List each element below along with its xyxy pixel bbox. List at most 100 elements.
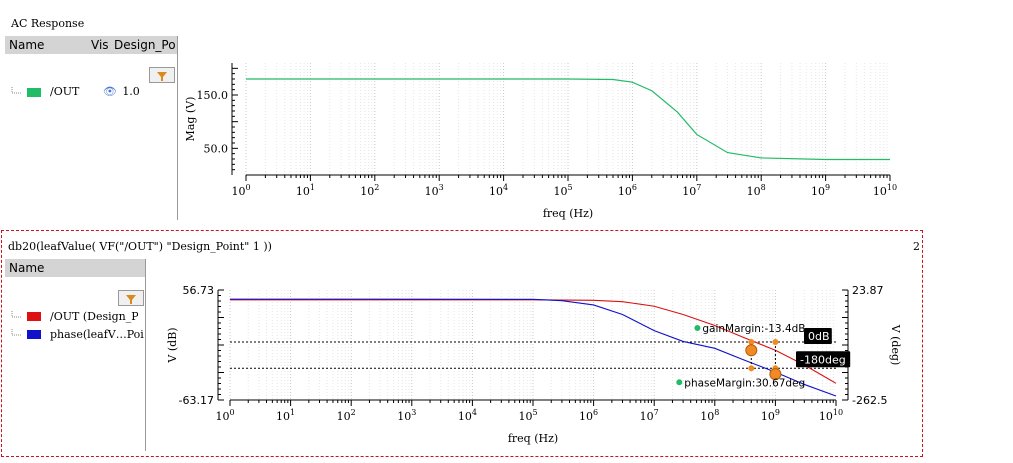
x-axis-label: freq (Hz)	[508, 432, 558, 445]
series-swatch	[26, 329, 41, 339]
design-point-value: 1.0	[122, 85, 140, 98]
marker-end	[748, 365, 755, 372]
x-tick-exponent: 6	[593, 408, 598, 417]
tree-connector	[11, 311, 21, 318]
x-tick-label: 101	[276, 408, 295, 423]
x-tick-exponent: 8	[761, 183, 766, 192]
panel-number: 2	[913, 240, 920, 253]
x-tick-exponent: 1	[310, 183, 315, 192]
filter-icon	[157, 72, 167, 81]
x-tick-label: 106	[579, 408, 598, 423]
x-tick-label: 104	[458, 408, 477, 423]
x-tick-exponent: 4	[472, 408, 477, 417]
phase-margin-marker	[745, 344, 758, 357]
series-line	[246, 78, 890, 161]
gain-margin-label: gainMargin:-13.4dB	[702, 323, 805, 335]
bottom-panel-frame	[1, 230, 923, 457]
x-tick-exponent: 0	[229, 408, 234, 417]
x-tick-label: 101	[296, 183, 315, 198]
x-tick-exponent: 5	[567, 183, 572, 192]
x-tick-exponent: 9	[775, 408, 780, 417]
eye-icon[interactable]: 👁	[102, 85, 117, 98]
gain-margin-marker	[769, 368, 782, 381]
y-tick-label: -63.17	[179, 394, 214, 407]
x-tick-exponent: 2	[374, 183, 379, 192]
x-tick-label: 105	[553, 183, 572, 198]
bottom-legend-row-phase[interactable]: phase(leafV…Poi	[11, 327, 150, 341]
marker-end	[748, 339, 755, 346]
ref-label-180deg: -180deg	[800, 353, 846, 366]
series-line	[230, 299, 837, 384]
x-axis-label: freq (Hz)	[543, 207, 593, 220]
bottom-divider	[145, 259, 146, 451]
series-name: phase(leafV…Poi	[50, 327, 144, 341]
x-tick-exponent: 7	[696, 183, 701, 192]
x-tick-exponent: 3	[411, 408, 416, 417]
x-tick-exponent: 0	[245, 183, 250, 192]
x-tick-label: 104	[489, 183, 508, 198]
x-tick-exponent: 3	[439, 183, 444, 192]
y-tick-label: 56.73	[183, 284, 215, 297]
y-axis-right-label: V (deg)	[889, 324, 902, 366]
column-name[interactable]: Name	[9, 38, 45, 52]
series-swatch	[26, 87, 41, 97]
bottom-filter-button[interactable]	[118, 290, 144, 306]
top-filter-button[interactable]	[149, 67, 175, 83]
y-right-tick-label: 23.87	[852, 284, 884, 297]
phase-margin-label: phaseMargin:30.67deg	[684, 377, 805, 389]
bottom-legend-row-out[interactable]: /OUT (Design_Po	[11, 309, 138, 323]
series-name: /OUT (Design_Po	[50, 309, 138, 323]
x-tick-exponent: 1	[290, 408, 295, 417]
ref-label-0db: 0dB	[808, 330, 830, 343]
column-design-point[interactable]: Design_Po	[114, 38, 176, 52]
x-tick-label: 102	[360, 183, 379, 198]
bottom-panel-title: db20(leafValue( VF("/OUT") "Design_Point…	[8, 240, 272, 253]
mag-chart[interactable]: 100 101 102 103 104 105 106 107 108 109 1010150.05…	[180, 55, 910, 225]
x-tick-exponent: 9	[825, 183, 830, 192]
top-divider	[177, 36, 178, 220]
y-axis-label: Mag (V)	[184, 97, 197, 142]
series-swatch	[26, 311, 41, 321]
marker-end	[772, 339, 779, 346]
x-tick-label: 108	[747, 183, 766, 198]
x-tick-exponent: 6	[632, 183, 637, 192]
db-phase-chart[interactable]: 100 101 102 103 104 105 106 107 108 109 101056.73-…	[150, 280, 920, 452]
x-tick-label: 1010	[819, 408, 843, 423]
x-tick-label: 107	[682, 183, 701, 198]
tree-connector	[11, 87, 21, 94]
top-panel-title: AC Response	[11, 17, 85, 30]
x-tick-label: 103	[397, 408, 416, 423]
x-tick-label: 100	[215, 408, 234, 423]
bottom-legend-header: Name	[5, 259, 145, 277]
top-legend-header: Name Vis Design_Po	[5, 36, 177, 54]
y-tick-label: 50.0	[204, 142, 229, 155]
x-tick-exponent: 4	[503, 183, 508, 192]
x-tick-exponent: 2	[351, 408, 356, 417]
tree-connector	[11, 329, 21, 336]
x-tick-exponent: 7	[654, 408, 659, 417]
column-name[interactable]: Name	[9, 261, 45, 275]
x-tick-exponent: 10	[887, 183, 897, 192]
filter-icon	[126, 295, 136, 304]
gain-margin-dot	[694, 325, 701, 332]
x-tick-label: 108	[700, 408, 719, 423]
ref-label-180deg-bg	[796, 351, 851, 368]
x-tick-exponent: 10	[833, 408, 843, 417]
column-vis[interactable]: Vis	[91, 38, 109, 52]
x-tick-label: 100	[231, 183, 250, 198]
x-tick-exponent: 8	[714, 408, 719, 417]
phase-margin-dot	[676, 379, 683, 386]
x-tick-label: 1010	[873, 183, 897, 198]
x-tick-exponent: 5	[532, 408, 537, 417]
x-tick-label: 109	[761, 408, 780, 423]
y-right-tick-label: -262.5	[852, 394, 887, 407]
y-tick-label: 150.0	[197, 89, 229, 102]
x-tick-label: 109	[811, 183, 830, 198]
x-tick-label: 105	[518, 408, 537, 423]
top-legend-row-out[interactable]: /OUT 👁 1.0	[11, 85, 140, 98]
x-tick-label: 102	[337, 408, 356, 423]
y-axis-label: V (dB)	[166, 327, 179, 363]
series-name: /OUT	[50, 85, 80, 98]
x-tick-label: 107	[640, 408, 659, 423]
ref-label-0db-bg	[804, 328, 832, 345]
